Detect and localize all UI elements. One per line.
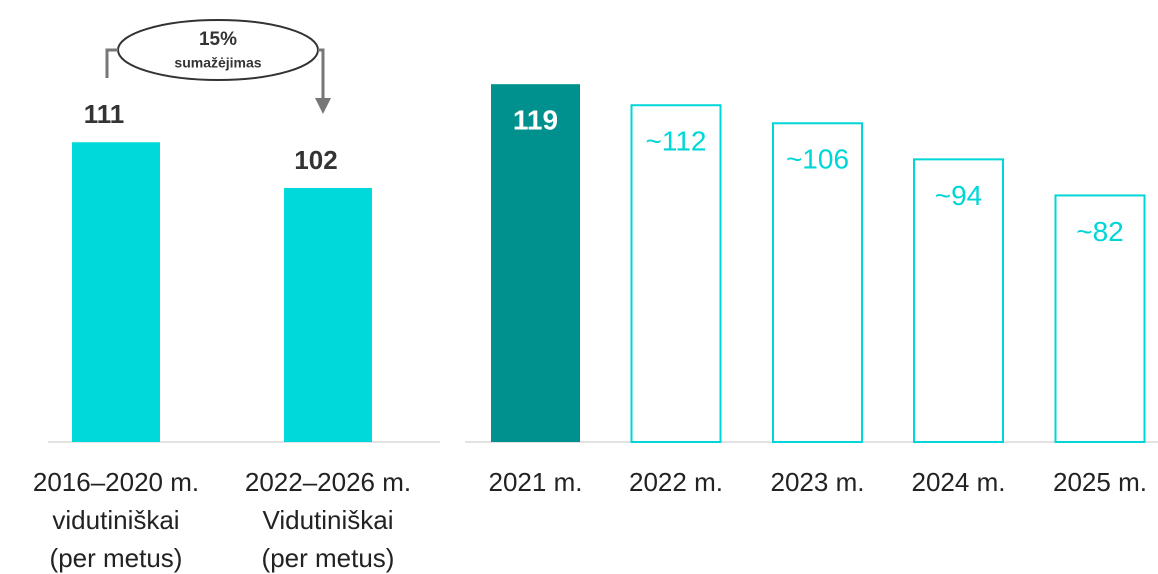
value-label: ~94 xyxy=(935,180,983,211)
bar xyxy=(772,122,863,444)
value-label: ~106 xyxy=(786,144,849,175)
x-tick-label: Vidutiniškai xyxy=(262,505,393,535)
annotation-text: 15% xyxy=(199,29,237,50)
x-tick-label: (per metus) xyxy=(50,543,183,573)
value-label: 102 xyxy=(294,145,337,175)
x-tick-label: 2021 m. xyxy=(489,467,583,497)
bar xyxy=(1054,194,1146,443)
value-label: ~82 xyxy=(1076,216,1124,247)
value-label: 119 xyxy=(513,105,558,136)
x-tick-label: (per metus) xyxy=(262,543,395,573)
annotation-subtext: sumažėjimas xyxy=(174,55,261,71)
value-label: 111 xyxy=(84,99,125,129)
bracket-right xyxy=(318,48,325,100)
x-tick-label: 2023 m. xyxy=(771,467,865,497)
bar xyxy=(72,142,160,442)
bar xyxy=(630,104,722,443)
x-tick-label: 2024 m. xyxy=(912,467,1006,497)
x-tick-label: 2016–2020 m. xyxy=(33,467,199,497)
bar xyxy=(913,158,1004,444)
arrow-head xyxy=(315,98,331,114)
x-tick-label: 2025 m. xyxy=(1053,467,1147,497)
x-tick-label: 2022 m. xyxy=(629,467,723,497)
value-label: ~112 xyxy=(646,126,707,157)
bracket-left xyxy=(105,48,118,78)
bar xyxy=(284,187,372,442)
x-tick-label: vidutiniškai xyxy=(52,505,179,535)
x-tick-label: 2022–2026 m. xyxy=(245,467,411,497)
bar xyxy=(491,84,580,442)
annotation: 15% sumažėjimas xyxy=(105,19,331,114)
